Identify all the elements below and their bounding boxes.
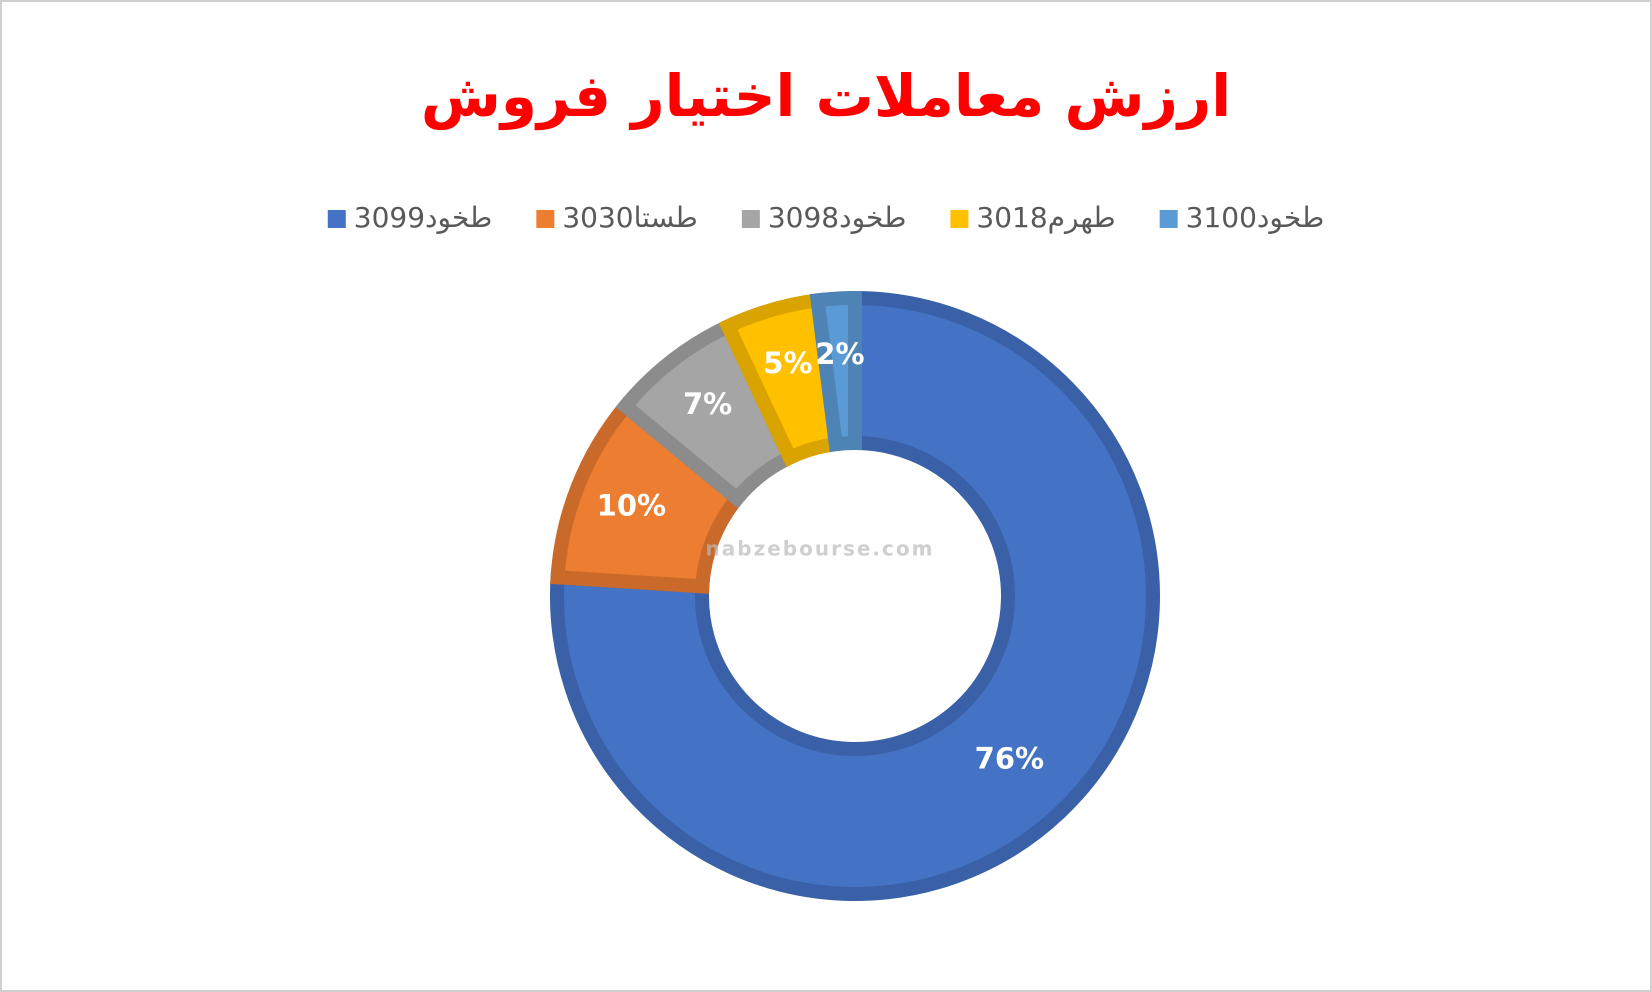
data-label: 2% [815, 337, 864, 371]
legend-swatch [327, 210, 346, 228]
legend-item: طهرم3018 [950, 201, 1116, 234]
legend-item: طستا3030 [536, 201, 698, 234]
legend-swatch [536, 210, 555, 228]
data-label: 10% [597, 488, 666, 522]
legend-swatch [950, 210, 969, 228]
data-label: 76% [975, 741, 1044, 775]
legend-label: طهرم3018 [976, 201, 1115, 234]
chart-title: ارزش معاملات اختیار فروش [421, 62, 1231, 131]
donut-slice [550, 290, 1160, 901]
donut-slice [809, 290, 862, 453]
legend: طخود3099 طستا3030 طخود3098 طهرم3018 طخود3100 [327, 201, 1325, 234]
legend-label: طستا3030 [562, 201, 698, 234]
legend-swatch [1159, 210, 1178, 228]
legend-label: طخود3100 [1186, 201, 1325, 234]
legend-item: طخود3099 [327, 201, 493, 234]
legend-item: طخود3098 [741, 201, 907, 234]
data-label: 5% [763, 346, 812, 380]
legend-swatch [741, 210, 760, 228]
legend-item: طخود3100 [1159, 201, 1325, 234]
donut: 76% 10% 7% 5% 2% [550, 290, 1160, 901]
legend-label: طخود3098 [768, 201, 907, 234]
watermark: nabzebourse.com [706, 537, 935, 561]
data-label: 7% [683, 387, 732, 421]
legend-label: طخود3099 [354, 201, 493, 234]
